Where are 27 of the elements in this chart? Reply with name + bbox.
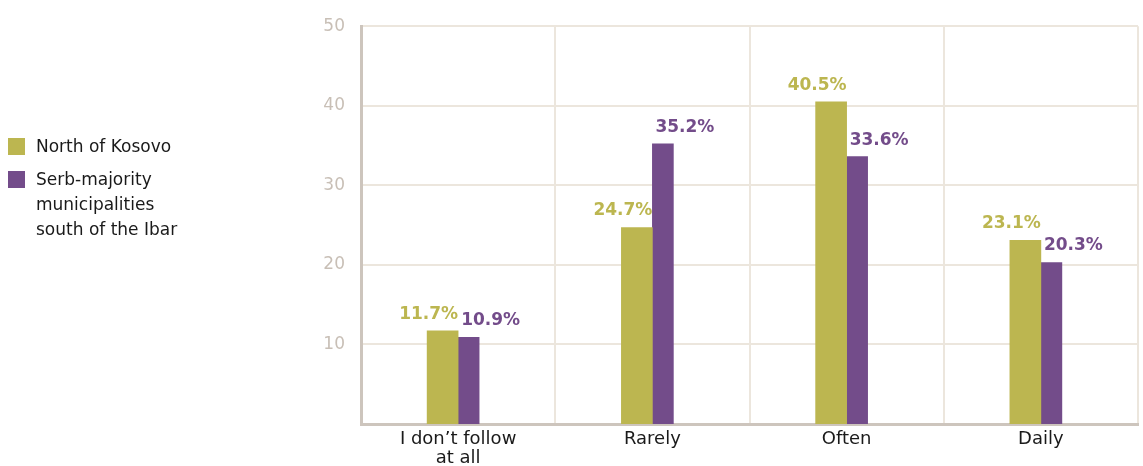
- data-label: 23.1%: [981, 212, 1041, 233]
- x-tick-label: I don’t follow at all: [399, 426, 517, 466]
- y-tick-label: 10: [323, 332, 345, 353]
- data-label: 20.3%: [1043, 234, 1103, 255]
- bar: [815, 101, 847, 424]
- x-tick-label: Often: [821, 426, 872, 448]
- bar: [846, 156, 868, 424]
- x-tick-label: Daily: [1018, 426, 1064, 448]
- y-tick-label: 30: [323, 173, 345, 194]
- legend-label: North of Kosovo: [36, 135, 173, 158]
- data-label: 35.2%: [655, 115, 715, 136]
- data-label: 33.6%: [849, 128, 909, 149]
- x-tick-label: Rarely: [623, 426, 682, 448]
- bar: [1009, 239, 1042, 424]
- bar: [652, 143, 674, 424]
- bar: [426, 330, 459, 424]
- bar: [457, 336, 480, 424]
- data-label: 24.7%: [593, 199, 653, 220]
- data-label: 10.9%: [461, 309, 521, 330]
- data-label: 40.5%: [787, 73, 847, 94]
- legend-label: Serb-majority municipalities south of the Ibar: [36, 168, 179, 241]
- y-tick-label: 40: [323, 94, 345, 115]
- data-label: 11.7%: [399, 302, 459, 323]
- y-tick-label: 50: [323, 14, 345, 35]
- y-tick-label: 20: [323, 253, 345, 274]
- bar: [621, 227, 653, 424]
- bar: [1040, 262, 1063, 424]
